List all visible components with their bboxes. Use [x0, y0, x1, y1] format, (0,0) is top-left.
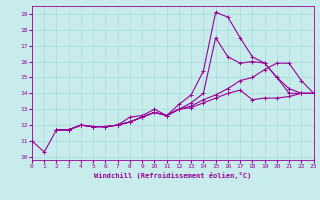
X-axis label: Windchill (Refroidissement éolien,°C): Windchill (Refroidissement éolien,°C) [94, 172, 252, 179]
